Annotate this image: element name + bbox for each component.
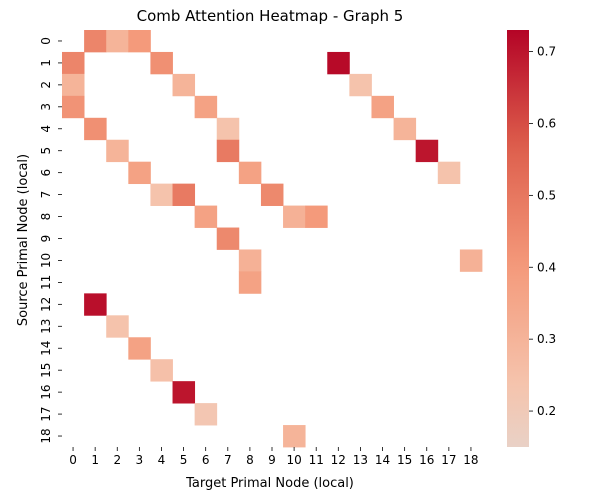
x-tick-label: 10: [286, 453, 301, 467]
heatmap-cell: [172, 73, 196, 97]
y-tick-label: 13: [39, 319, 53, 334]
colorbar-tick-label: 0.4: [537, 260, 556, 274]
x-tick-label: 12: [331, 453, 346, 467]
heatmap-cell: [216, 117, 240, 141]
y-tick-label: 11: [39, 275, 53, 290]
heatmap-cell: [106, 315, 129, 338]
heatmap-cell: [283, 205, 306, 228]
x-tick-label: 8: [246, 453, 254, 467]
x-tick-label: 0: [69, 453, 77, 467]
y-tick-label: 12: [39, 297, 53, 312]
heatmap-cell: [106, 30, 129, 53]
heatmap-cell: [238, 249, 262, 272]
x-tick-label: 18: [463, 453, 478, 467]
y-tick-label: 10: [39, 253, 53, 268]
y-tick-label: 6: [39, 169, 53, 177]
y-tick-label: 18: [39, 428, 53, 443]
heatmap-cell: [393, 117, 417, 141]
heatmap-cell: [172, 381, 196, 404]
x-tick-label: 7: [224, 453, 232, 467]
heatmap-cell: [238, 271, 262, 294]
colorbar-gradient: [507, 30, 529, 447]
heatmap-cell: [415, 139, 439, 163]
y-tick-label: 17: [39, 406, 53, 421]
y-tick-label: 3: [39, 103, 53, 111]
x-tick-label: 4: [158, 453, 166, 467]
heatmap-cell: [106, 139, 129, 163]
heatmap-cell: [194, 95, 218, 119]
heatmap-cell: [128, 30, 151, 53]
x-tick-label: 9: [268, 453, 276, 467]
heatmap-cell: [283, 425, 306, 448]
y-tick-label: 8: [39, 213, 53, 221]
heatmap-cell: [172, 183, 196, 206]
x-axis-ticks: 0 1 2 3 4 5 6 7 8 9 10 11 12 13 14 15 16 17 18: [69, 447, 479, 467]
heatmap-cell: [238, 161, 262, 185]
x-tick-label: 2: [113, 453, 121, 467]
y-tick-label: 16: [39, 384, 53, 399]
heatmap-cell: [150, 51, 173, 75]
heatmap-cell: [459, 249, 483, 272]
heatmap-cell: [84, 30, 107, 53]
x-tick-label: 6: [202, 453, 210, 467]
heatmap-cell: [260, 183, 284, 206]
heatmap-cell: [62, 95, 85, 119]
x-tick-label: 13: [353, 453, 368, 467]
heatmap-cell: [84, 117, 107, 141]
colorbar-tick-label: 0.3: [537, 332, 556, 346]
y-tick-label: 9: [39, 235, 53, 243]
colorbar-tick-label: 0.2: [537, 404, 556, 418]
heatmap-cell: [371, 95, 394, 119]
heatmap-cell: [62, 73, 85, 97]
y-tick-label: 15: [39, 363, 53, 378]
x-tick-label: 3: [136, 453, 144, 467]
x-tick-label: 16: [419, 453, 434, 467]
heatmap-cells: [62, 30, 483, 448]
x-tick-label: 5: [180, 453, 188, 467]
x-tick-label: 15: [397, 453, 412, 467]
y-tick-label: 5: [39, 147, 53, 155]
y-tick-label: 14: [39, 341, 53, 356]
y-tick-label: 1: [39, 59, 53, 67]
heatmap-cell: [84, 293, 107, 316]
heatmap-cell: [216, 139, 240, 163]
heatmap-cell: [216, 227, 240, 250]
y-tick-label: 0: [39, 37, 53, 45]
heatmap-cell: [128, 161, 151, 185]
colorbar: 0.2 0.3 0.4 0.5 0.6 0.7: [507, 30, 556, 447]
heatmap-cell: [62, 51, 85, 75]
y-axis-label: Source Primal Node (local): [16, 154, 31, 326]
x-tick-label: 14: [375, 453, 390, 467]
heatmap-cell: [327, 51, 350, 75]
x-axis-label: Target Primal Node (local): [185, 476, 354, 491]
colorbar-tick-label: 0.5: [537, 188, 556, 202]
heatmap-cell: [437, 161, 461, 185]
heatmap-cell: [150, 359, 173, 382]
y-tick-label: 7: [39, 191, 53, 199]
x-tick-label: 17: [441, 453, 456, 467]
x-tick-label: 11: [309, 453, 324, 467]
colorbar-tick-label: 0.6: [537, 116, 556, 130]
colorbar-tick-label: 0.7: [537, 45, 556, 59]
y-tick-label: 4: [39, 125, 53, 133]
x-tick-label: 1: [91, 453, 99, 467]
heatmap-cell: [305, 205, 328, 228]
y-tick-label: 2: [39, 81, 53, 89]
heatmap-cell: [194, 403, 218, 426]
chart-title: Comb Attention Heatmap - Graph 5: [137, 7, 404, 25]
heatmap-cell: [194, 205, 218, 228]
heatmap-cell: [349, 73, 372, 97]
heatmap-cell: [150, 183, 173, 206]
heatmap-cell: [128, 337, 151, 360]
